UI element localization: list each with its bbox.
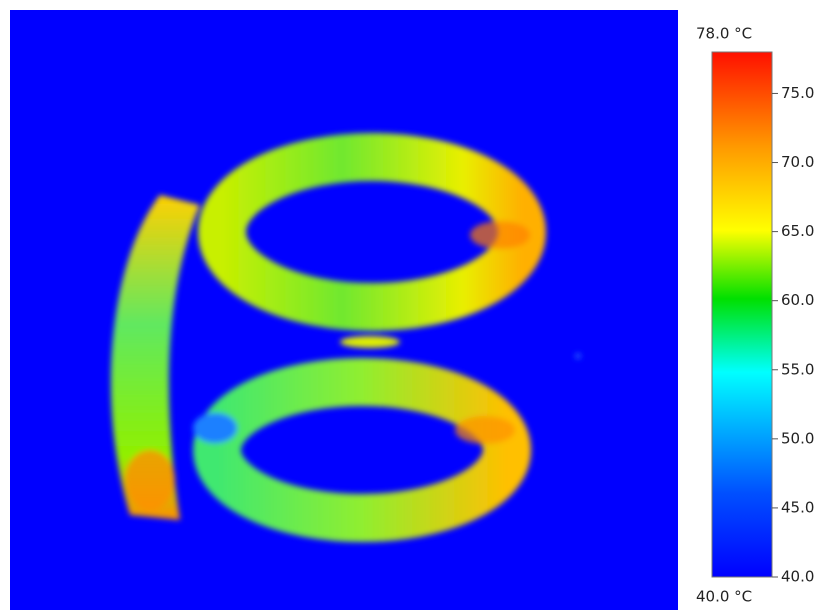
scale-tick-label: 75.0 bbox=[781, 84, 814, 102]
scale-tick-label: 70.0 bbox=[781, 153, 814, 171]
scale-tick-label: 65.0 bbox=[781, 222, 814, 240]
scale-tick-label: 55.0 bbox=[781, 360, 814, 378]
scale-tick-label: 60.0 bbox=[781, 291, 814, 309]
scale-tick-label: 45.0 bbox=[781, 498, 814, 516]
color-scale bbox=[712, 52, 772, 577]
scale-min-label: 40.0 °C bbox=[696, 588, 752, 606]
thermal-screen: 78.0 °C 40.0 °C 40.0 45.0 50.0 55.0 60.0 65.0… bbox=[0, 0, 834, 610]
scale-tick-label: 50.0 bbox=[781, 429, 814, 447]
scale-max-label: 78.0 °C bbox=[696, 25, 752, 43]
scale-tick-label: 40.0 bbox=[781, 568, 814, 586]
